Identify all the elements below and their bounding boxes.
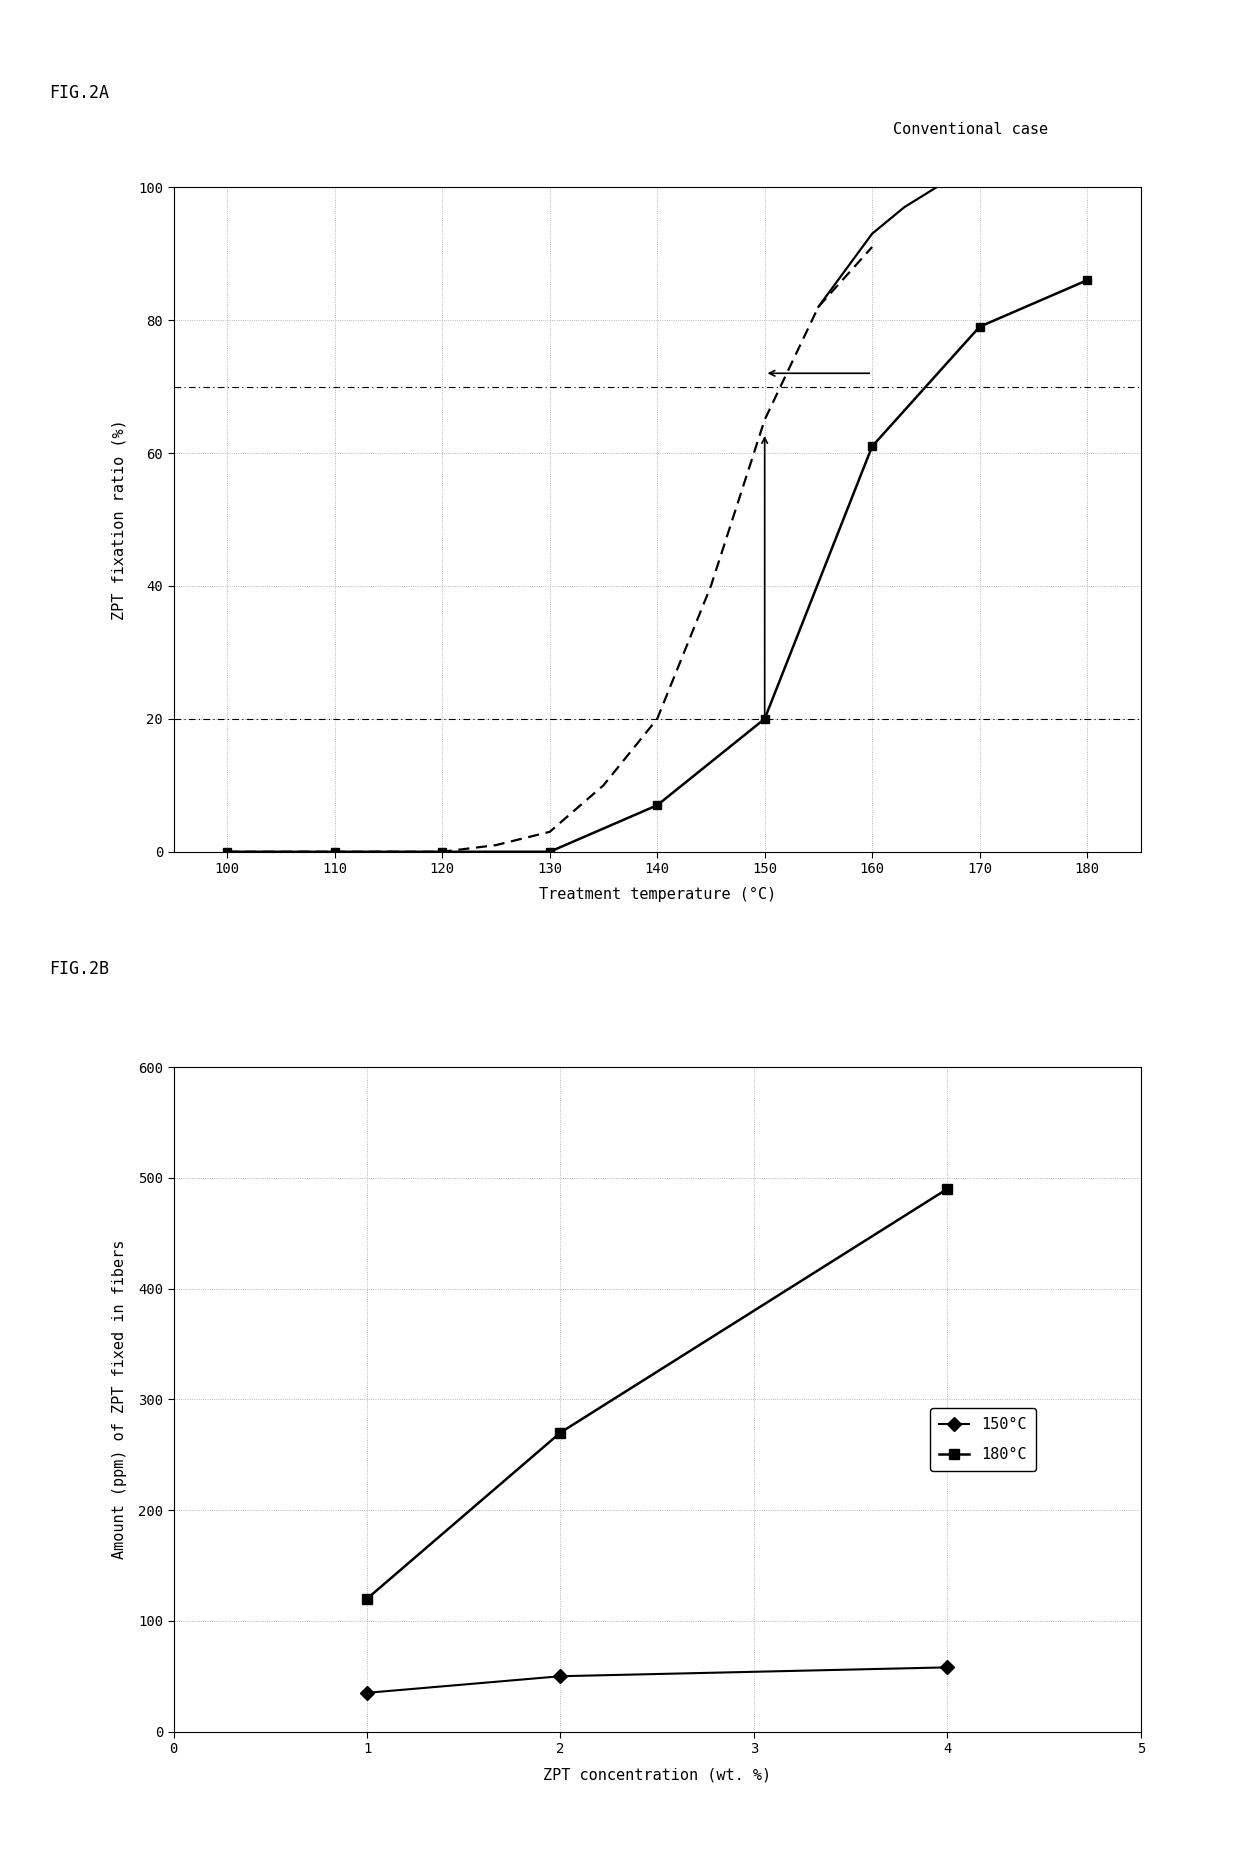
Text: FIG.2B: FIG.2B	[50, 960, 109, 979]
180°C	[940, 1177, 955, 1200]
X-axis label: ZPT concentration (wt. %): ZPT concentration (wt. %)	[543, 1767, 771, 1782]
180°C	[553, 1421, 568, 1443]
180°C	[360, 1587, 374, 1610]
Line: 180°C: 180°C	[362, 1183, 952, 1604]
Line: 150°C: 150°C	[362, 1662, 952, 1698]
150°C	[553, 1664, 568, 1687]
150°C	[360, 1681, 374, 1704]
Text: Conventional case: Conventional case	[893, 122, 1048, 137]
Y-axis label: Amount (ppm) of ZPT fixed in fibers: Amount (ppm) of ZPT fixed in fibers	[112, 1239, 126, 1559]
Y-axis label: ZPT fixation ratio (%): ZPT fixation ratio (%)	[112, 419, 126, 620]
150°C	[940, 1657, 955, 1679]
Text: FIG.2A: FIG.2A	[50, 84, 109, 103]
Legend: 150°C, 180°C: 150°C, 180°C	[930, 1408, 1037, 1471]
X-axis label: Treatment temperature (°C): Treatment temperature (°C)	[538, 887, 776, 902]
